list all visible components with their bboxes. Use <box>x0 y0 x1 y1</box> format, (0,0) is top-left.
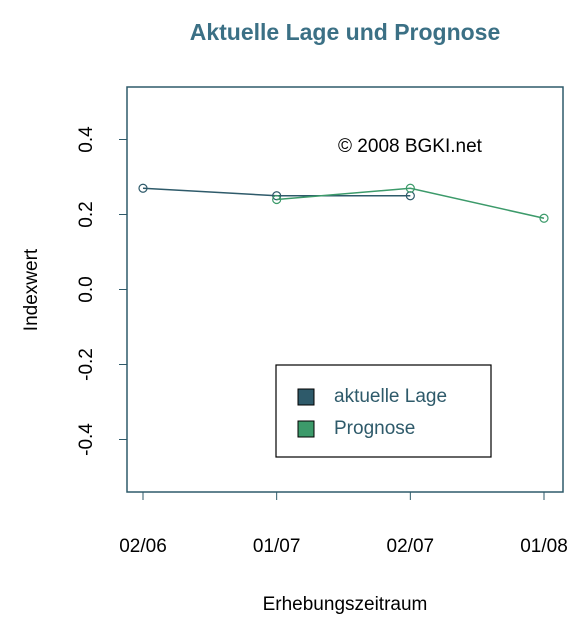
point <box>405 183 415 193</box>
series-line <box>276 187 545 219</box>
annotation: © 2008 BGKI.net <box>338 136 483 157</box>
x-tick-label: 02/06 <box>119 536 167 557</box>
x-tick-label: 01/07 <box>253 536 301 557</box>
x-tick-label: 01/08 <box>520 536 568 557</box>
legend-label: Prognose <box>334 418 415 439</box>
point <box>272 191 282 201</box>
point <box>539 213 549 223</box>
point <box>272 194 282 205</box>
y-tick-label: 0.4 <box>76 126 97 153</box>
y-tick-label: 0.2 <box>76 201 97 227</box>
legend-swatch <box>297 388 315 406</box>
legend-swatch <box>297 420 315 438</box>
point <box>138 183 148 193</box>
y-tick-label: 0.0 <box>76 276 97 302</box>
y-tick-label: -0.2 <box>76 348 97 381</box>
legend-box <box>275 364 492 458</box>
x-axis-label: Erhebungszeitraum <box>263 594 428 615</box>
legend-label: aktuelle Lage <box>334 386 447 407</box>
x-tick-label: 02/07 <box>387 536 435 557</box>
y-axis-label: Indexwert <box>21 248 42 331</box>
y-tick-label: -0.4 <box>76 423 97 456</box>
chart-title: Aktuelle Lage und Prognose <box>190 19 501 45</box>
